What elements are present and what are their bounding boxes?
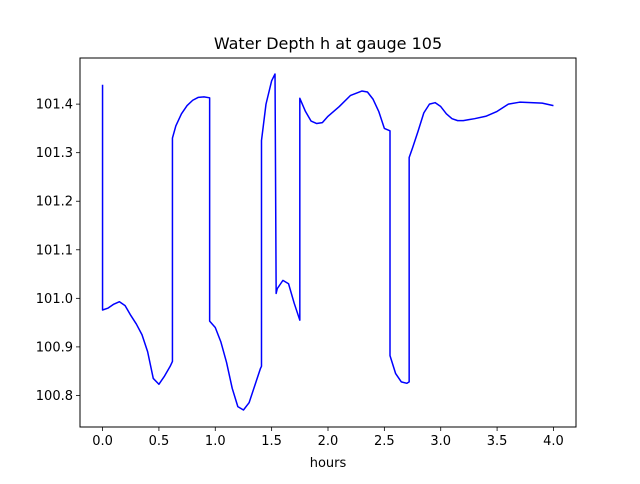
y-tick-label: 100.8 — [36, 389, 73, 404]
plot-frame — [79, 57, 577, 428]
y-tick-label: 101.2 — [36, 195, 73, 210]
y-tick-label: 101.1 — [36, 243, 73, 258]
axis-ticks: 0.0 0.5 1.0 1.5 2.0 2.5 3.0 3.5 4.0 100.8 100.9 101… — [36, 98, 564, 449]
chart-title: Water Depth h at gauge 105 — [214, 34, 442, 53]
plot-area — [80, 58, 576, 427]
y-tick-label: 101.3 — [36, 146, 73, 161]
x-tick-label: 1.0 — [205, 434, 226, 449]
series-line — [101, 73, 554, 411]
x-tick-label: 0.0 — [92, 434, 113, 449]
x-tick-label: 2.0 — [318, 434, 339, 449]
x-tick-label: 4.0 — [543, 434, 564, 449]
x-tick-label: 1.5 — [261, 434, 282, 449]
x-tick-label: 3.5 — [487, 434, 508, 449]
y-tick-label: 101.0 — [36, 292, 73, 307]
x-tick-label: 0.5 — [149, 434, 170, 449]
x-axis-label: hours — [310, 456, 347, 471]
x-tick-label: 3.0 — [430, 434, 451, 449]
y-tick-label: 101.4 — [36, 98, 73, 113]
x-tick-label: 2.5 — [374, 434, 395, 449]
y-tick-label: 100.9 — [36, 340, 73, 355]
